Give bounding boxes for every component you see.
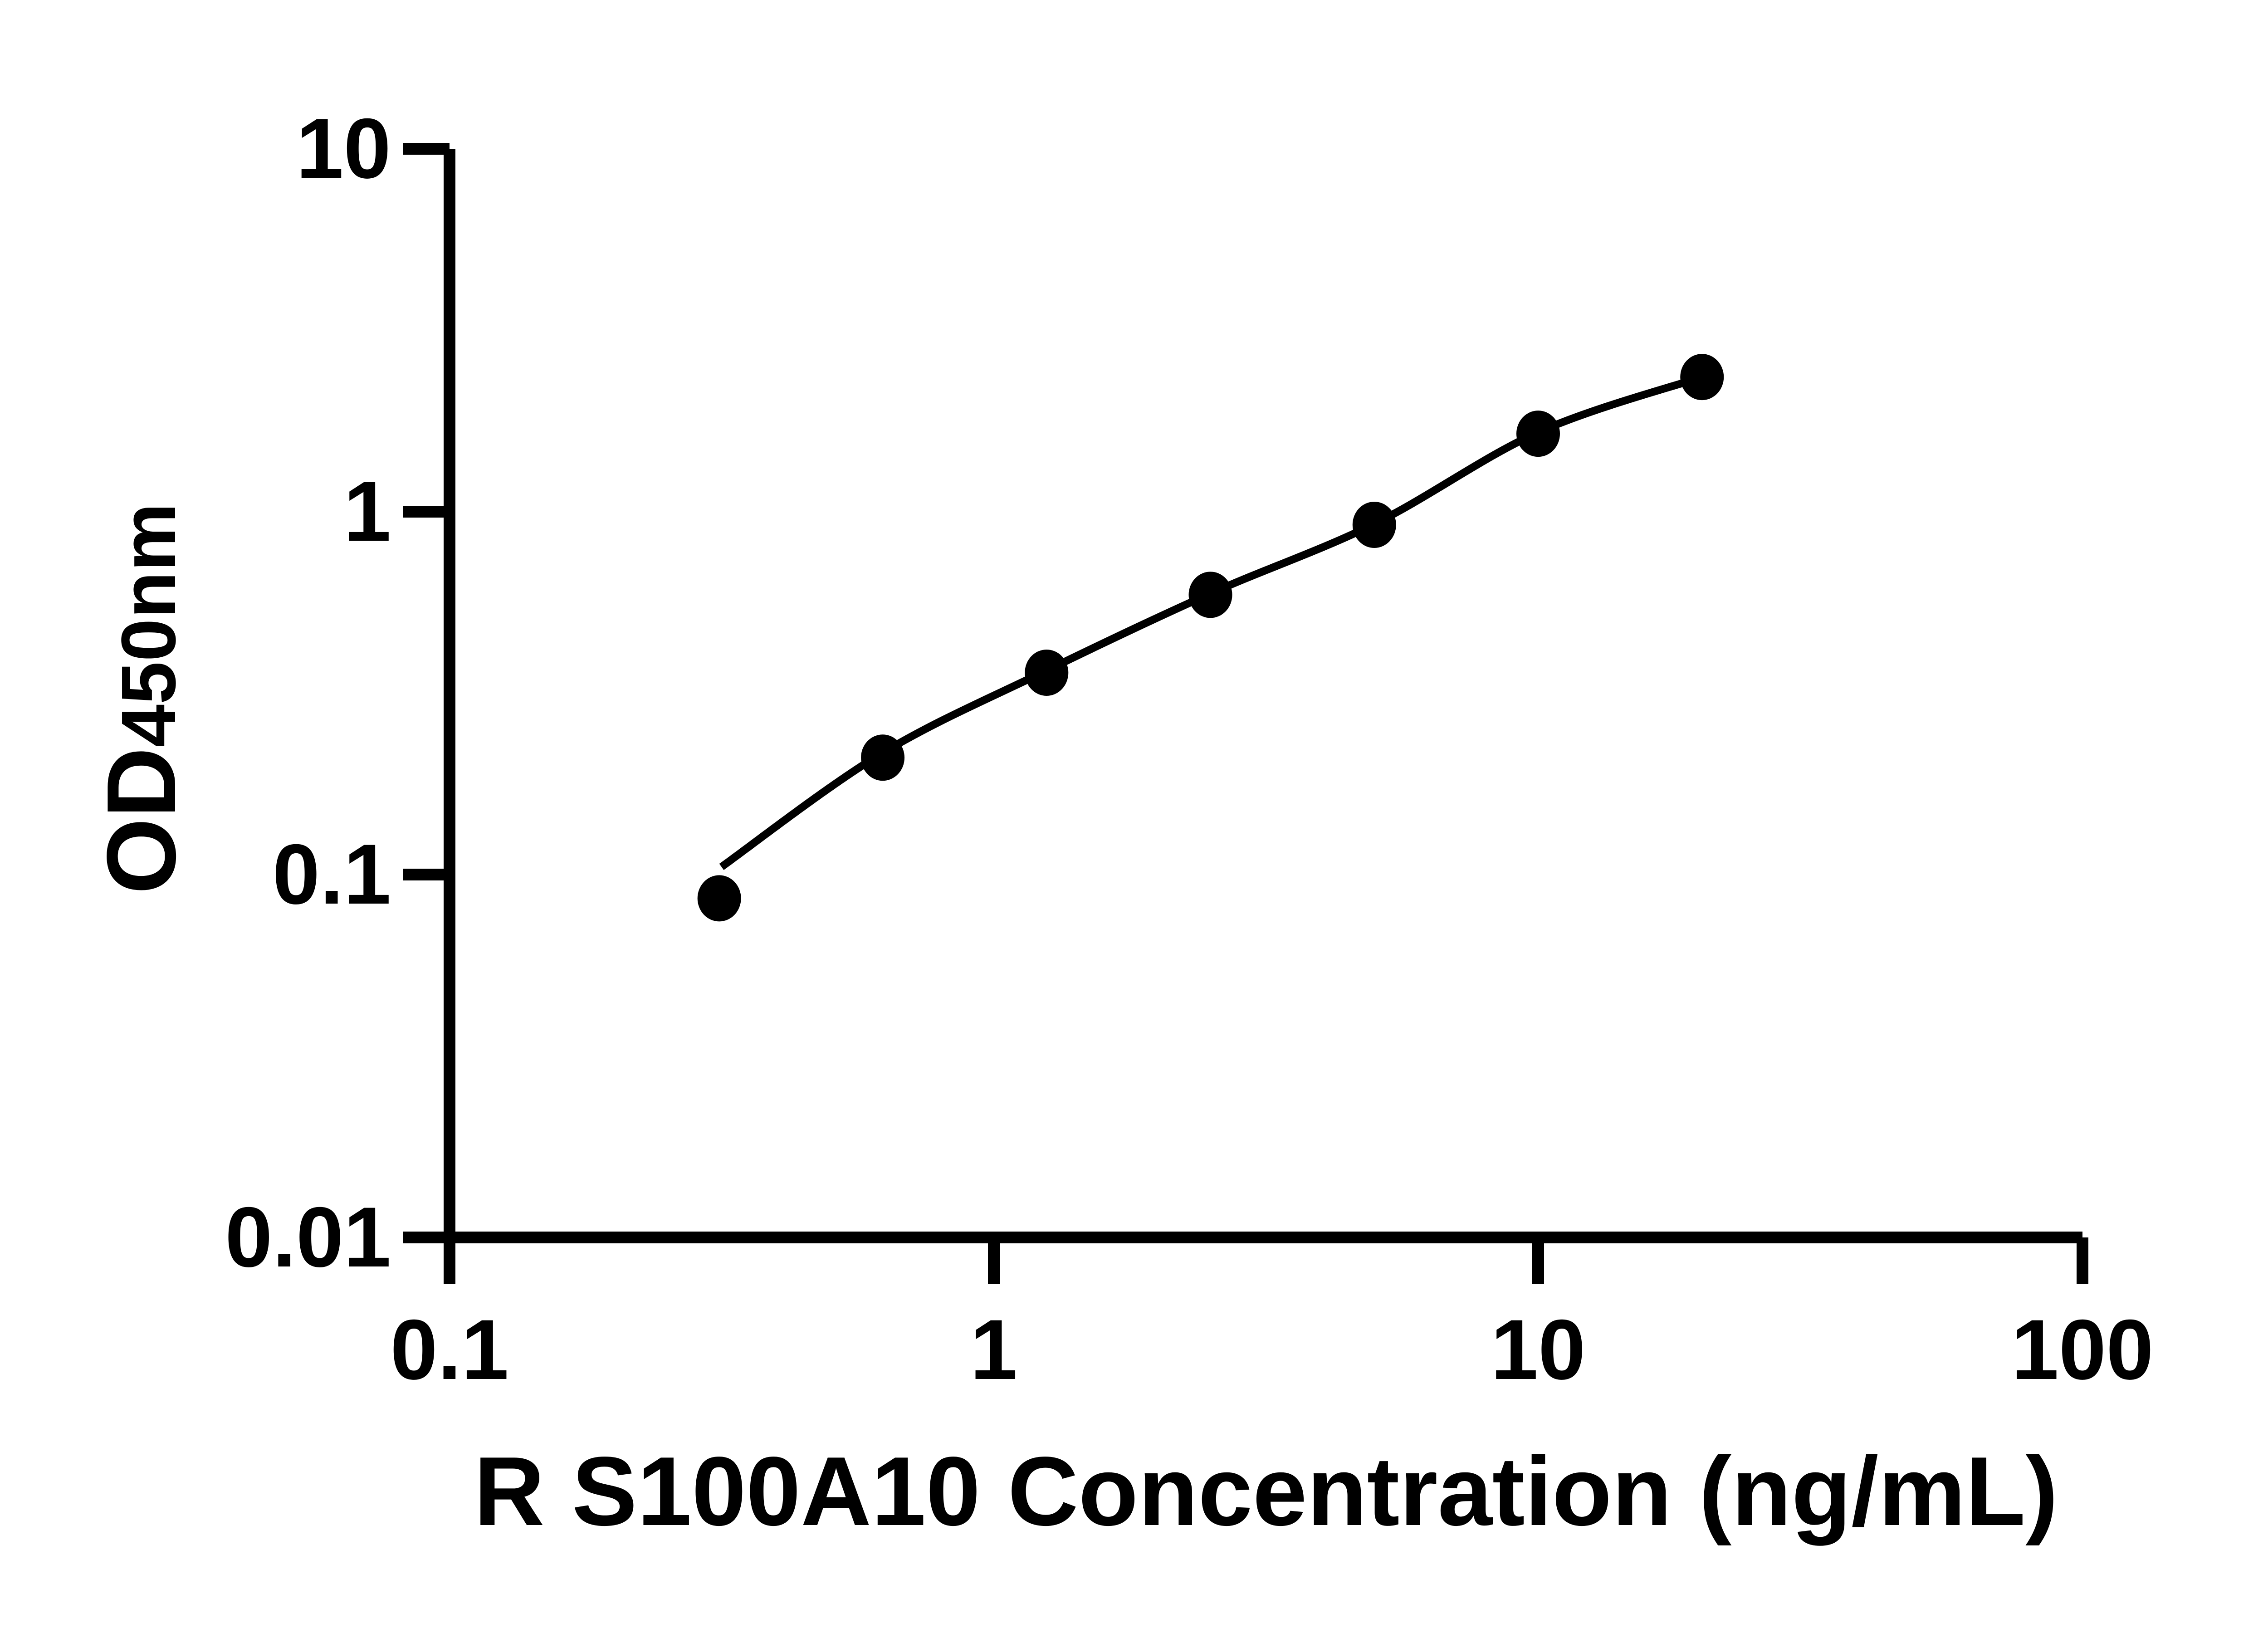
data-point-marker <box>1025 649 1069 696</box>
x-axis-ticks <box>444 1237 2088 1284</box>
y-tick-label: 1 <box>343 464 391 559</box>
x-axis-tick-labels: 0.1 1 10 100 <box>390 1302 2154 1397</box>
data-point-marker <box>861 734 905 781</box>
x-tick-label: 0.1 <box>390 1302 508 1397</box>
data-point-marker <box>1680 354 1724 401</box>
y-axis-tick-labels: 10 1 0.1 0.01 <box>225 101 391 1285</box>
fit-curve-line <box>719 373 1703 870</box>
x-tick-label: 100 <box>2011 1302 2154 1397</box>
y-axis-title: OD450nm <box>86 503 196 895</box>
y-axis-title-base: OD <box>86 747 196 894</box>
x-tick-label: 10 <box>1491 1302 1585 1397</box>
y-tick-label: 10 <box>296 101 391 196</box>
axes: 0.1 1 10 100 10 1 0.1 0.01 <box>225 101 2154 1397</box>
data-point-marker <box>1516 411 1560 457</box>
y-tick-label: 0.1 <box>273 826 391 922</box>
data-points <box>697 354 1724 922</box>
data-point-marker <box>1188 572 1232 618</box>
data-point-marker <box>697 875 741 922</box>
y-tick-label: 0.01 <box>225 1189 391 1285</box>
data-point-marker <box>1352 501 1396 548</box>
y-axis-ticks <box>403 143 450 1243</box>
x-axis-title: R S100A10 Concentration (ng/mL) <box>474 1436 2058 1546</box>
axis-lines <box>444 149 2082 1243</box>
y-axis-title-subscript: 450nm <box>106 503 192 748</box>
x-tick-label: 1 <box>970 1302 1018 1397</box>
